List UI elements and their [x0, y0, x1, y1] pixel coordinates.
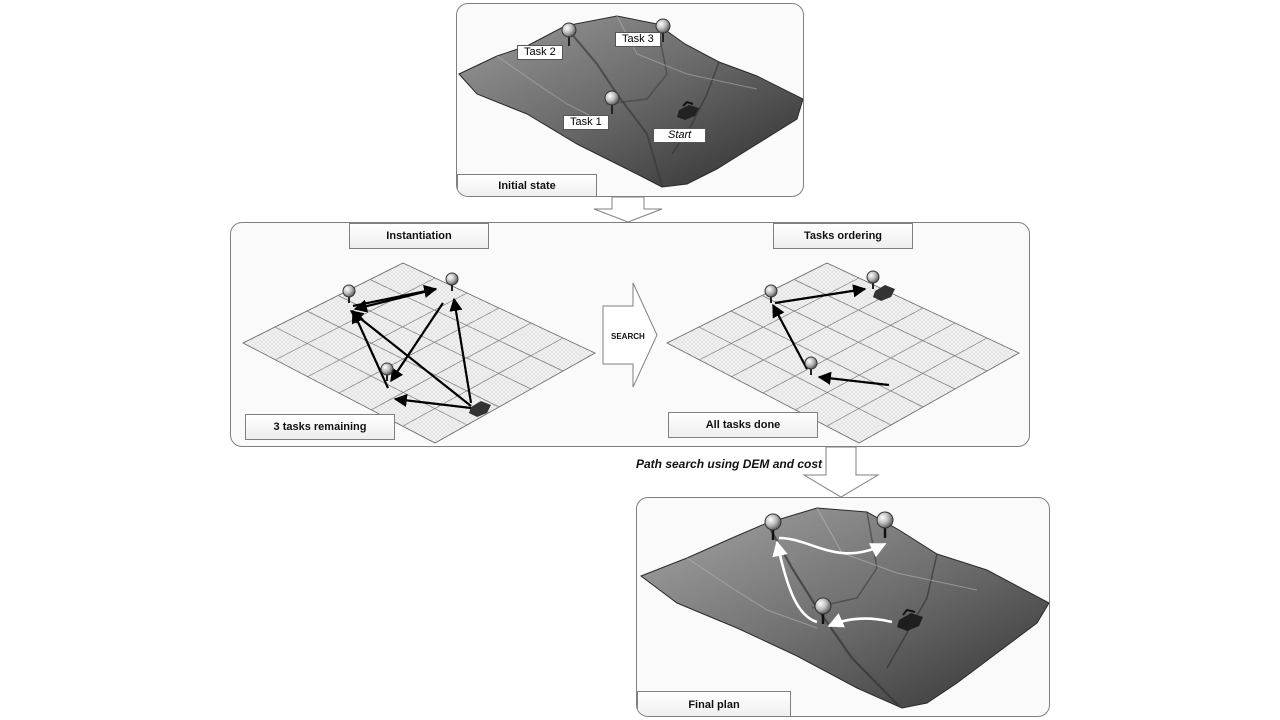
instantiation-label: Instantiation: [349, 223, 489, 249]
final-plan-panel: Final plan: [636, 497, 1050, 717]
ordering-grid: [666, 262, 1020, 444]
all-tasks-done-label: All tasks done: [668, 412, 818, 438]
initial-state-panel: Task 2 Task 3 Task 1 Start Initial state: [456, 3, 804, 197]
grid-rover-icon: [469, 401, 491, 417]
grid-pin-b: [445, 272, 459, 291]
ordered-pin-b: [866, 270, 880, 289]
down-arrow-1: [593, 196, 663, 223]
pin-task1: [604, 90, 620, 114]
tasks-ordering-label: Tasks ordering: [773, 223, 913, 249]
planning-panel: Instantiation Tasks ordering: [230, 222, 1030, 447]
final-pin-task1: [814, 597, 832, 624]
pin-task3: [655, 18, 671, 42]
final-plan-label: Final plan: [637, 691, 791, 716]
instantiation-grid: [242, 262, 596, 444]
final-pin-task2: [764, 513, 782, 540]
path-search-caption: Path search using DEM and cost: [636, 457, 823, 471]
tag-task1: Task 1: [563, 115, 609, 130]
search-text: SEARCH: [611, 332, 645, 341]
final-terrain: [639, 507, 1049, 709]
tag-task2: Task 2: [517, 45, 563, 60]
grid-pin-a: [342, 284, 356, 303]
tag-start: Start: [653, 128, 707, 143]
final-pin-task3: [876, 511, 894, 538]
tag-task3: Task 3: [615, 32, 661, 47]
initial-state-label: Initial state: [457, 174, 597, 196]
tasks-remaining-label: 3 tasks remaining: [245, 414, 395, 440]
pin-task2: [561, 22, 577, 46]
ordered-rover-icon: [873, 285, 895, 301]
down-arrow-2: [802, 446, 880, 498]
ordered-pin-c: [804, 356, 818, 375]
final-rover-icon: [897, 608, 923, 631]
start-rover-icon: [677, 100, 699, 120]
grid-pin-c: [380, 362, 394, 381]
ordered-pin-a: [764, 284, 778, 303]
search-arrow: SEARCH: [602, 282, 658, 388]
